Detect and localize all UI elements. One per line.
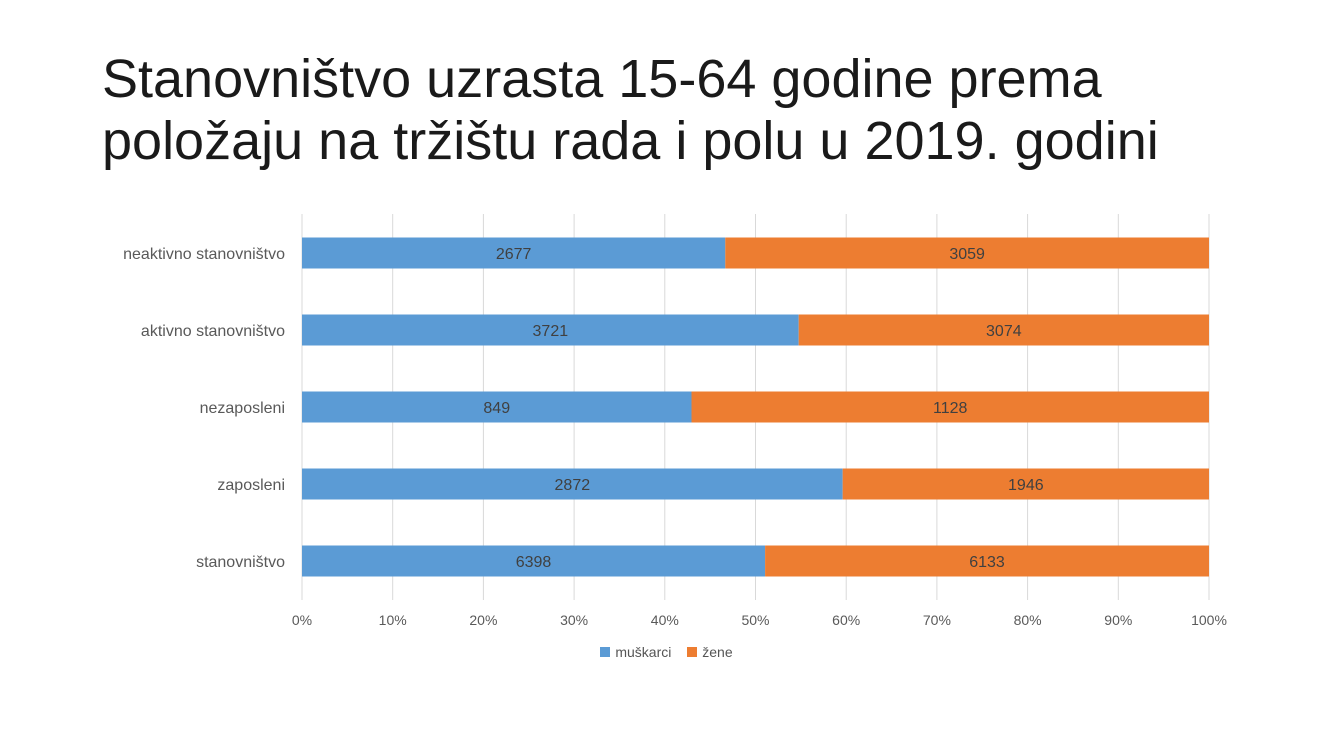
x-tick-label: 100% <box>1191 612 1227 628</box>
x-tick-label: 30% <box>560 612 588 628</box>
chart-legend: muškarci žene <box>0 644 1333 660</box>
category-label: zaposleni <box>217 477 285 494</box>
legend-swatch-series-2 <box>687 647 698 657</box>
data-label: 2872 <box>555 477 591 494</box>
data-label: 1946 <box>1008 477 1044 494</box>
bar-segment <box>765 545 1209 577</box>
x-tick-label: 70% <box>923 612 951 628</box>
data-label: 1128 <box>933 400 968 417</box>
data-label: 6133 <box>969 554 1005 571</box>
data-label: 3721 <box>533 323 569 340</box>
slide-title: Stanovništvo uzrasta 15-64 godine prema … <box>102 49 1159 171</box>
category-label: nezaposleni <box>200 400 285 417</box>
x-tick-label: 10% <box>379 612 407 628</box>
bar-segment <box>302 314 799 346</box>
legend-label-series-1: muškarci <box>615 644 672 660</box>
legend-item-series-2: žene <box>687 644 733 660</box>
x-tick-label: 80% <box>1014 612 1042 628</box>
legend-swatch-series-1 <box>600 647 611 657</box>
category-label: neaktivno stanovništvo <box>123 246 285 263</box>
x-tick-label: 20% <box>469 612 497 628</box>
x-tick-label: 50% <box>741 612 769 628</box>
category-label: aktivno stanovništvo <box>141 323 285 340</box>
data-label: 849 <box>483 400 510 417</box>
bar-segment <box>725 237 1209 269</box>
bar-segment <box>798 314 1209 346</box>
bar-segment <box>302 545 766 577</box>
bar-segment <box>842 468 1209 500</box>
legend-label-series-2: žene <box>702 644 733 660</box>
x-tick-label: 0% <box>292 612 312 628</box>
bar-segment <box>691 391 1209 423</box>
x-tick-label: 40% <box>651 612 679 628</box>
bar-segment <box>302 237 726 269</box>
data-label: 2677 <box>496 246 532 263</box>
x-tick-label: 60% <box>832 612 860 628</box>
data-label: 3059 <box>949 246 985 263</box>
x-tick-label: 90% <box>1104 612 1132 628</box>
bar-segment <box>302 468 843 500</box>
data-label: 6398 <box>516 554 552 571</box>
bar-segment <box>302 391 692 423</box>
category-label: stanovništvo <box>196 554 285 571</box>
legend-item-series-1: muškarci <box>600 644 671 660</box>
data-label: 3074 <box>986 323 1022 340</box>
